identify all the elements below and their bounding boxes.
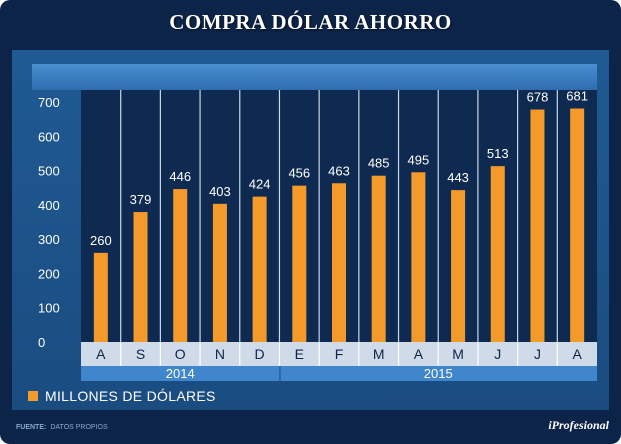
bar bbox=[371, 175, 386, 342]
bar bbox=[332, 183, 346, 342]
data-label: 260 bbox=[90, 233, 112, 248]
brand-logo: iProfesional bbox=[548, 418, 609, 432]
x-tick-label: O bbox=[175, 346, 186, 362]
data-label: 513 bbox=[487, 146, 509, 161]
data-label: 678 bbox=[527, 90, 549, 105]
x-tick-label: A bbox=[572, 346, 582, 362]
bar bbox=[570, 108, 585, 342]
source-label: FUENTE: bbox=[16, 424, 47, 431]
y-tick-label: 0 bbox=[38, 335, 45, 350]
data-label: 379 bbox=[130, 192, 152, 207]
bar bbox=[252, 196, 267, 342]
year-band bbox=[81, 366, 280, 381]
y-tick-label: 500 bbox=[38, 164, 60, 179]
y-tick-label: 300 bbox=[38, 232, 60, 247]
category-band bbox=[81, 342, 597, 366]
x-tick-label: F bbox=[335, 346, 344, 362]
bar bbox=[292, 185, 307, 342]
bar bbox=[451, 190, 466, 342]
year-band bbox=[280, 366, 597, 381]
bar bbox=[133, 212, 148, 342]
bar bbox=[530, 109, 545, 343]
bar bbox=[411, 172, 426, 342]
data-label: 456 bbox=[288, 166, 310, 181]
data-label: 443 bbox=[447, 170, 469, 185]
legend-label: MILLONES DE DÓLARES bbox=[45, 388, 216, 404]
x-tick-label: M bbox=[373, 346, 385, 362]
legend: MILLONES DE DÓLARES bbox=[28, 388, 216, 404]
x-tick-label: M bbox=[452, 346, 464, 362]
y-tick-label: 700 bbox=[38, 95, 60, 110]
x-tick-label: S bbox=[136, 346, 145, 362]
data-label: 446 bbox=[169, 169, 191, 184]
x-tick-label: E bbox=[295, 346, 304, 362]
x-tick-label: D bbox=[255, 346, 265, 362]
data-label: 681 bbox=[566, 89, 588, 104]
bar bbox=[490, 166, 505, 342]
x-tick-label: J bbox=[494, 346, 501, 362]
x-tick-label: A bbox=[96, 346, 106, 362]
bar bbox=[212, 203, 227, 342]
data-label: 485 bbox=[368, 156, 390, 171]
y-tick-label: 200 bbox=[38, 266, 60, 281]
year-label: 2015 bbox=[424, 366, 453, 381]
data-label: 495 bbox=[408, 152, 430, 167]
data-label: 463 bbox=[328, 163, 350, 178]
data-label: 424 bbox=[249, 177, 271, 192]
data-label: 403 bbox=[209, 184, 231, 199]
y-tick-label: 400 bbox=[38, 198, 60, 213]
x-tick-label: N bbox=[215, 346, 225, 362]
chart-title: COMPRA DÓLAR AHORRO bbox=[169, 10, 452, 34]
legend-swatch bbox=[28, 391, 38, 401]
x-tick-label: J bbox=[534, 346, 541, 362]
source-text: DATOS PROPIOS bbox=[50, 424, 108, 431]
year-label: 2014 bbox=[166, 366, 195, 381]
x-tick-label: A bbox=[414, 346, 424, 362]
source-note: FUENTE: DATOS PROPIOS bbox=[16, 424, 108, 431]
bar bbox=[93, 252, 108, 342]
header-band bbox=[32, 64, 597, 90]
y-tick-label: 600 bbox=[38, 129, 60, 144]
y-tick-label: 100 bbox=[38, 301, 60, 316]
bar bbox=[173, 189, 188, 342]
